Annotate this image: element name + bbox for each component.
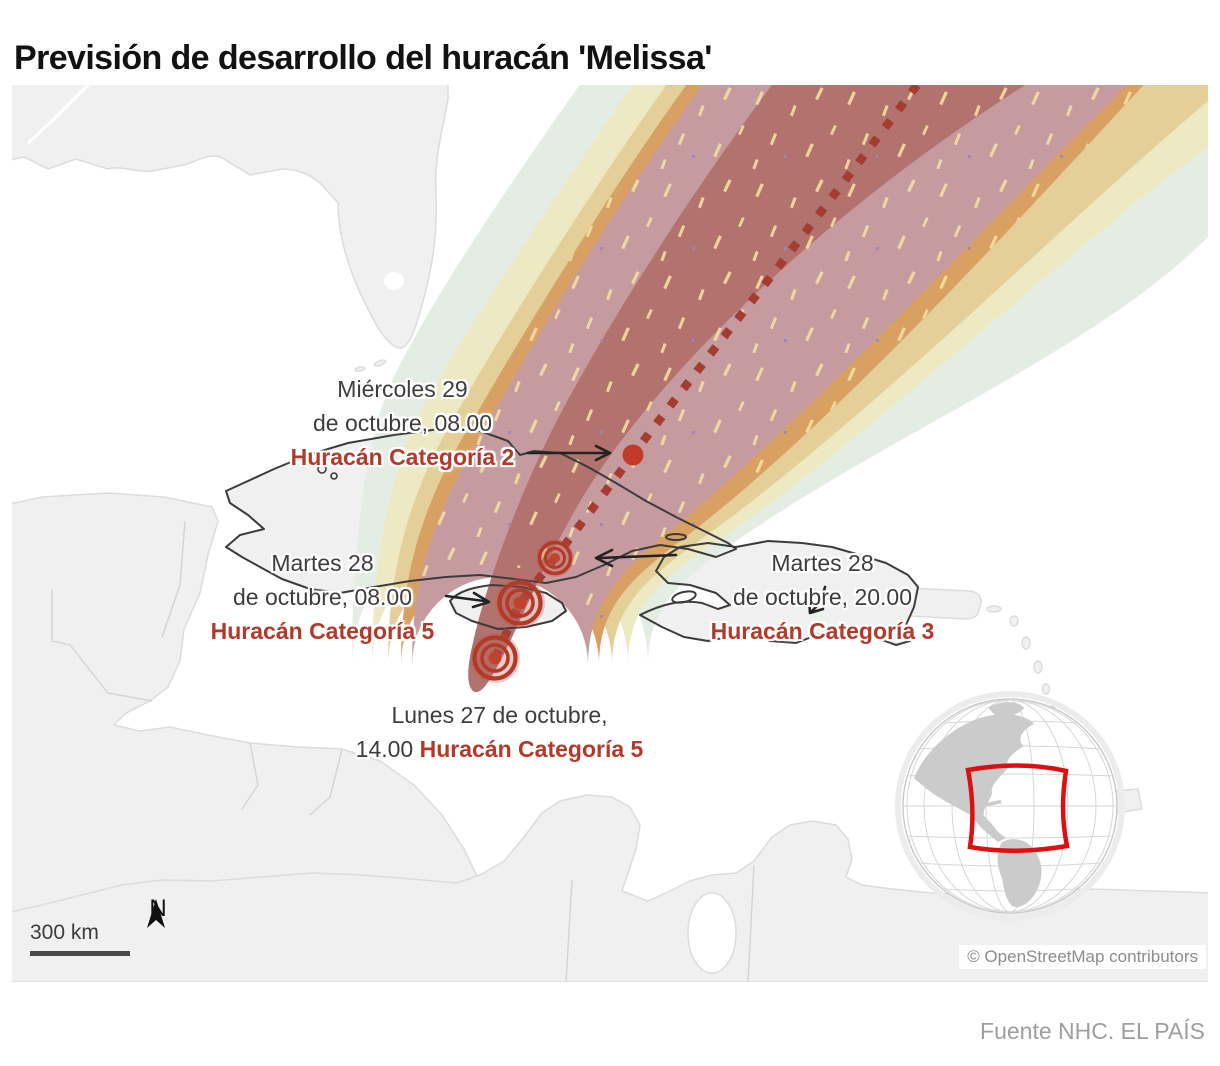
lesser-antilles-island	[1021, 636, 1031, 650]
jamaica-outline	[449, 584, 567, 630]
annotation-wed-cat2: Miércoles 29 de octubre, 08.00 Huracán C…	[230, 372, 575, 474]
florida-landmass	[12, 85, 449, 349]
vieques-island	[986, 605, 1002, 613]
globe-continents	[914, 702, 1042, 908]
arrow-cat5	[444, 591, 491, 609]
annotation-tue-am-cat5: Martes 28 de octubre, 08.00 Huracán Cate…	[150, 546, 495, 648]
annotation-date-time: 14.00 Huracán Categoría 5	[327, 732, 672, 766]
annotation-date: de octubre, 08.00	[232, 584, 413, 610]
annotation-category: Huracán Categoría 5	[419, 736, 644, 762]
arrow-cat3	[594, 548, 678, 568]
cay-outline	[330, 472, 338, 480]
globe-inset	[895, 691, 1125, 921]
cuba-outline	[225, 428, 737, 594]
annotation-tue-pm-cat3: Martes 28 de octubre, 20.00 Huracán Cate…	[650, 546, 995, 648]
annotation-time: 14.00	[355, 736, 414, 762]
annotation-date: Lunes 27 de octubre,	[391, 702, 608, 728]
country-borders	[51, 520, 755, 982]
lake-okeechobee	[384, 272, 404, 290]
forecast-track-dashed-line	[491, 85, 923, 660]
annotation-date: Martes 28	[271, 550, 374, 576]
globe-highlight-rect	[965, 763, 1070, 853]
cay-outline	[317, 464, 327, 474]
annotation-category: Huracán Categoría 2	[290, 444, 515, 470]
north-compass: N	[146, 895, 170, 928]
gonave-island-outline	[671, 590, 697, 604]
florida-keys-island	[373, 359, 387, 367]
lesser-antilles-island	[1041, 683, 1051, 695]
florida-state-border	[26, 85, 91, 145]
storm-symbol-mon-cat5	[470, 633, 520, 683]
north-arrow-icon	[147, 899, 165, 928]
hispaniola-island-fill	[640, 541, 918, 645]
source-credit: Fuente NHC. EL PAÍS	[980, 1018, 1205, 1044]
lesser-antilles-island	[1033, 660, 1043, 674]
annotation-category: Huracán Categoría 5	[210, 618, 435, 644]
map-canvas	[12, 85, 1208, 982]
lesser-antilles-island	[1009, 615, 1019, 627]
annotation-category: Huracán Categoría 3	[710, 618, 935, 644]
annotation-date: Miércoles 29	[337, 376, 468, 402]
annotation-date: de octubre, 20.00	[732, 584, 913, 610]
annotation-date: Martes 28	[771, 550, 874, 576]
arrow-cat3-small	[807, 585, 827, 615]
tortuga-island-outline	[665, 533, 687, 541]
scale-bar	[30, 951, 130, 956]
annotation-mon-cat5: Lunes 27 de octubre, 14.00 Huracán Categ…	[327, 698, 672, 766]
florida-keys-island	[354, 366, 366, 372]
map-scale: 300 km	[30, 921, 130, 956]
storm-symbol-tue-am-cat5	[495, 578, 545, 628]
forecast-position-dot-cat2	[622, 444, 644, 466]
arrow-cat2	[526, 444, 612, 462]
osm-attribution: © OpenStreetMap contributors	[959, 945, 1206, 969]
annotation-date: de octubre, 08.00	[312, 410, 493, 436]
scale-label: 300 km	[30, 921, 99, 944]
storm-symbol-tue-pm-cat3	[536, 539, 574, 577]
lake-maracaibo	[687, 892, 737, 974]
page-title: Previsión de desarrollo del huracán 'Mel…	[14, 38, 712, 77]
hurricane-forecast-map: Miércoles 29 de octubre, 08.00 Huracán C…	[12, 85, 1208, 982]
